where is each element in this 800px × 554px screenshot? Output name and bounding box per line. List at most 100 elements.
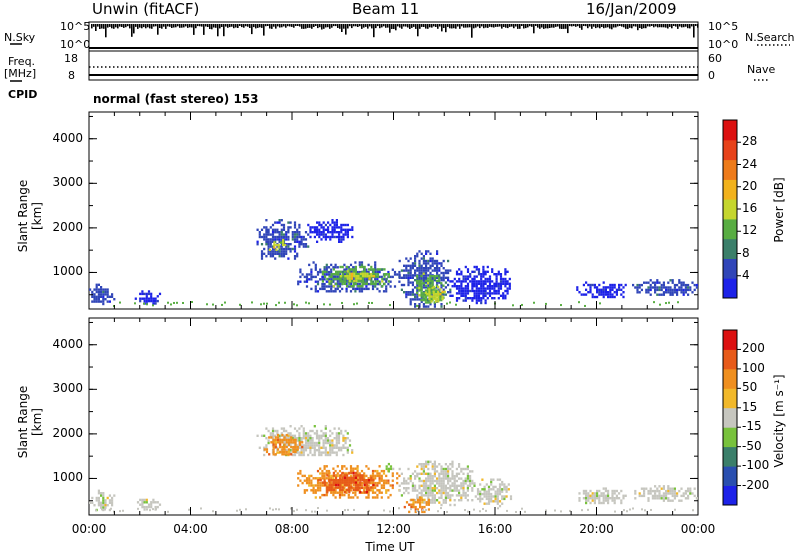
- power-colorbar-tick-label: 20: [742, 178, 758, 193]
- heatmap-cell: [650, 508, 652, 511]
- heatmap-cell: [425, 250, 428, 253]
- heatmap-cell: [342, 446, 345, 449]
- heatmap-cell: [451, 285, 454, 288]
- heatmap-cell: [363, 287, 366, 291]
- heatmap-cell: [436, 499, 439, 502]
- heatmap-cell: [424, 289, 427, 292]
- heatmap-cell: [335, 474, 338, 477]
- heatmap-cell: [644, 509, 646, 512]
- heatmap-cell: [265, 448, 269, 451]
- heatmap-cell: [398, 259, 401, 263]
- heatmap-cell: [602, 281, 605, 284]
- heatmap-cell: [442, 267, 445, 270]
- heatmap-cell: [488, 287, 492, 290]
- heatmap-cell: [651, 497, 654, 500]
- heatmap-cell: [464, 509, 466, 512]
- nsky-spike: [615, 24, 617, 28]
- heatmap-cell: [411, 281, 414, 284]
- heatmap-cell: [329, 238, 332, 241]
- heatmap-cell: [403, 269, 406, 272]
- heatmap-cell: [602, 501, 605, 505]
- heatmap-cell: [499, 275, 503, 278]
- nsky-spike: [549, 24, 551, 28]
- heatmap-cell: [455, 489, 458, 492]
- heatmap-cell: [673, 286, 676, 289]
- heatmap-cell: [280, 432, 283, 435]
- heatmap-cell: [440, 503, 443, 507]
- heatmap-cell: [669, 291, 672, 294]
- heatmap-cell: [143, 292, 146, 296]
- heatmap-cell: [95, 509, 97, 512]
- heatmap-cell: [357, 488, 360, 491]
- heatmap-cell: [483, 492, 486, 496]
- heatmap-cell: [287, 226, 290, 229]
- heatmap-cell: [365, 270, 368, 274]
- heatmap-cell: [640, 494, 643, 498]
- heatmap-cell: [337, 427, 341, 430]
- heatmap-cell: [596, 489, 599, 493]
- heatmap-cell: [498, 478, 502, 481]
- heatmap-cell: [387, 489, 390, 492]
- heatmap-cell: [585, 501, 588, 505]
- heatmap-cell: [310, 273, 313, 276]
- heatmap-cell: [455, 494, 458, 497]
- heatmap-cell: [480, 273, 483, 276]
- heatmap-cell: [437, 295, 440, 298]
- heatmap-cell: [276, 448, 280, 451]
- nsky-spike: [323, 24, 325, 29]
- heatmap-cell: [350, 277, 354, 280]
- heatmap-cell: [496, 502, 499, 505]
- heatmap-cell: [265, 231, 268, 234]
- heatmap-cell: [307, 441, 310, 445]
- heatmap-cell: [432, 293, 435, 296]
- heatmap-cell: [365, 285, 368, 288]
- heatmap-cell: [422, 282, 425, 285]
- heatmap-cell: [267, 429, 270, 433]
- heatmap-cell: [444, 489, 447, 492]
- nsky-spike: [377, 24, 379, 27]
- heatmap-cell: [291, 235, 294, 239]
- heatmap-cell: [326, 486, 329, 489]
- heatmap-cell: [265, 228, 268, 231]
- heatmap-cell: [280, 238, 283, 241]
- heatmap-cell: [339, 488, 342, 491]
- heatmap-cell: [431, 491, 434, 495]
- heatmap-cell: [287, 235, 290, 239]
- heatmap-cell: [319, 481, 322, 485]
- heatmap-cell: [580, 293, 583, 296]
- heatmap-cell: [427, 475, 430, 478]
- heatmap-cell: [378, 477, 381, 480]
- heatmap-cell: [396, 273, 399, 276]
- velocity-colorbar-swatch: [723, 427, 737, 448]
- heatmap-cell: [493, 273, 496, 276]
- heatmap-cell: [97, 298, 100, 301]
- heatmap-cell: [656, 279, 659, 282]
- heatmap-cell: [302, 451, 305, 454]
- heatmap-cell: [326, 277, 329, 281]
- heatmap-cell: [271, 245, 275, 248]
- heatmap-cell: [484, 299, 487, 302]
- heatmap-cell: [314, 280, 317, 283]
- heatmap-cell: [352, 471, 355, 475]
- heatmap-cell: [414, 305, 417, 308]
- heatmap-cell: [613, 283, 616, 287]
- heatmap-cell: [437, 285, 440, 289]
- heatmap-cell: [289, 425, 292, 428]
- heatmap-cell: [447, 467, 450, 471]
- heatmap-cell: [487, 492, 491, 496]
- heatmap-cell: [620, 489, 623, 493]
- nsky-spike: [135, 24, 137, 27]
- heatmap-cell: [414, 505, 417, 509]
- heatmap-cell: [360, 263, 364, 267]
- heatmap-cell: [490, 495, 493, 498]
- heatmap-cell: [150, 297, 153, 300]
- heatmap-cell: [224, 301, 226, 304]
- heatmap-cell: [305, 273, 309, 276]
- heatmap-cell: [376, 472, 379, 475]
- heatmap-cell: [440, 467, 443, 471]
- heatmap-cell: [429, 252, 432, 255]
- nsky-spike: [611, 24, 613, 30]
- nsky-spike: [305, 24, 307, 29]
- heatmap-cell: [411, 283, 414, 287]
